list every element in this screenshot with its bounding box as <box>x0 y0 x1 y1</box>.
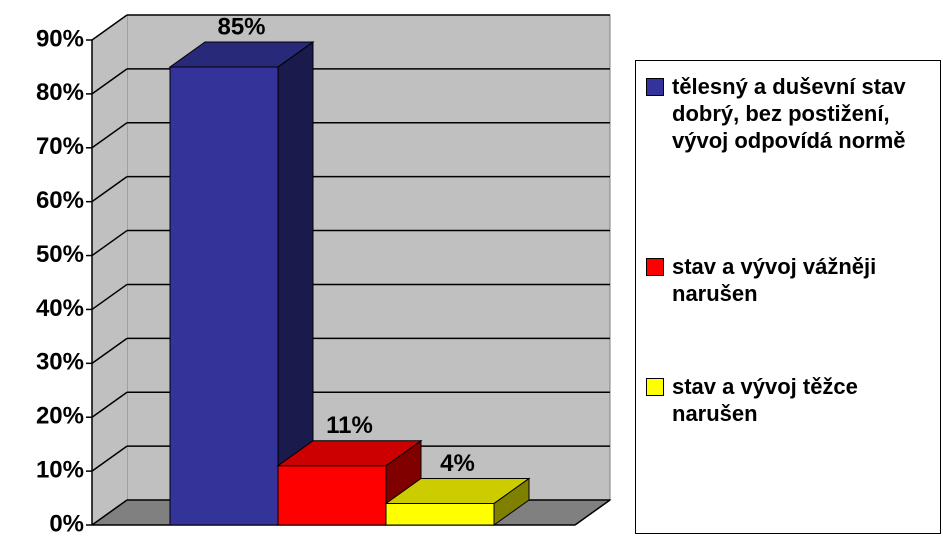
y-tick-label: 20% <box>36 403 84 430</box>
grid-line <box>91 122 128 149</box>
bar <box>169 66 279 526</box>
side-wall <box>92 15 127 525</box>
y-tick-label: 70% <box>36 133 84 160</box>
bar-top <box>384 477 531 504</box>
bar <box>385 502 495 526</box>
grid-line <box>91 499 128 526</box>
legend-label: stav a vývoj těžce narušen <box>672 374 858 426</box>
y-tick-label: 50% <box>36 241 84 268</box>
y-tick-label: 10% <box>36 456 84 483</box>
legend-entry: stav a vývoj vážněji narušen <box>646 253 934 307</box>
value-label: 85% <box>217 13 265 40</box>
value-label: 11% <box>326 412 373 439</box>
legend-label: tělesný a duševní stav dobrý, bez postiž… <box>672 74 906 153</box>
grid-line <box>91 14 128 41</box>
legend-entry: stav a vývoj těžce narušen <box>646 373 934 427</box>
grid-line <box>91 176 128 203</box>
legend-swatch <box>646 258 664 276</box>
bar <box>277 465 387 526</box>
grid-line <box>91 445 128 472</box>
y-tick-label: 90% <box>36 25 84 52</box>
grid-line <box>91 68 128 95</box>
legend-label: stav a vývoj vážněji narušen <box>672 254 877 306</box>
bar-top <box>276 440 423 467</box>
y-tick-label: 40% <box>36 295 84 322</box>
bar-top <box>168 41 315 68</box>
y-tick-label: 0% <box>49 510 84 537</box>
legend: tělesný a duševní stav dobrý, bez postiž… <box>635 60 941 534</box>
x-axis-end <box>574 499 611 526</box>
legend-entry: tělesný a duševní stav dobrý, bez postiž… <box>646 73 934 154</box>
value-label: 4% <box>440 450 475 477</box>
grid-line <box>91 391 128 418</box>
grid-line <box>91 229 128 257</box>
y-tick-label: 60% <box>36 187 84 214</box>
grid-line <box>91 337 128 364</box>
legend-swatch <box>646 378 664 396</box>
grid-line <box>91 283 128 311</box>
y-tick-label: 80% <box>36 79 84 106</box>
legend-swatch <box>646 78 664 96</box>
y-tick-label: 30% <box>36 349 84 376</box>
